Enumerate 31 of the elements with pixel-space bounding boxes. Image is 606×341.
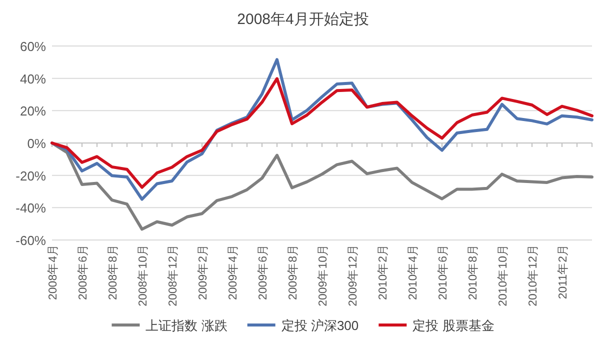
x-tick-label: 2009年2月: [196, 244, 210, 300]
x-tick-label: 2010年8月: [466, 244, 480, 300]
x-tick-label: 2011年2月: [556, 244, 570, 300]
x-tick-label: 2008年12月: [166, 244, 180, 306]
chart-title: 2008年4月开始定投: [237, 11, 369, 28]
y-tick-label: 60%: [20, 39, 46, 54]
x-tick-label: 2009年6月: [256, 244, 270, 300]
line-series: [50, 142, 594, 231]
y-tick-label: 40%: [20, 71, 46, 86]
legend-label: 定投 股票基金: [412, 318, 494, 333]
legend-label: 上证指数 涨跌: [146, 318, 228, 333]
x-tick-label: 2009年12月: [346, 244, 360, 306]
x-tick-label: 2010年6月: [436, 244, 450, 300]
x-tick-label: 2010年4月: [406, 244, 420, 300]
line-series: [50, 77, 594, 189]
x-tick-label: 2008年4月: [46, 244, 60, 300]
x-tick-label: 2010年2月: [376, 244, 390, 300]
y-tick-label: 0%: [27, 136, 46, 151]
x-tick-label: 2010年10月: [496, 244, 510, 306]
x-tick-label: 2008年8月: [106, 244, 120, 300]
x-tick-label: 2008年10月: [136, 244, 150, 306]
x-tick-label: 2009年8月: [286, 244, 300, 300]
y-tick-label: 20%: [20, 104, 46, 119]
y-tick-label: -40%: [16, 200, 46, 216]
x-tick-label: 2010年12月: [526, 244, 540, 306]
y-tick-label: -20%: [16, 168, 46, 184]
legend-label: 定投 沪深300: [281, 318, 359, 333]
x-tick-label: 2009年10月: [316, 244, 330, 306]
x-tick-label: 2008年6月: [76, 244, 90, 300]
x-tick-label: 2009年4月: [226, 244, 240, 300]
y-tick-label: -60%: [16, 233, 46, 248]
